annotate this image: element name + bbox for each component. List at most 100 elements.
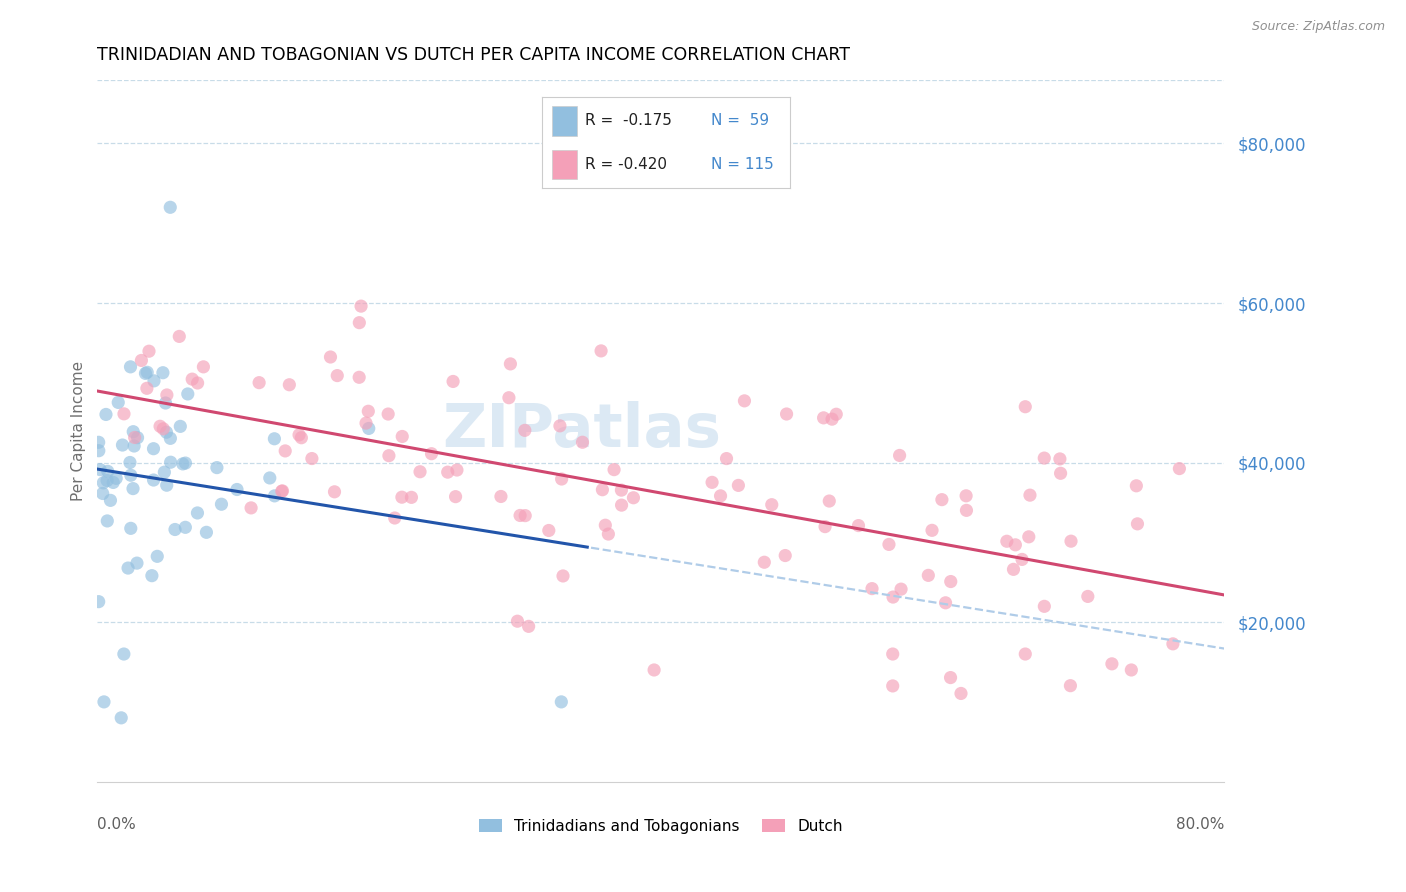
Point [378,449,401,463]
Point [821,412,844,426]
Point [357,421,380,435]
Point [193,359,215,374]
Point [103,475,125,490]
Point [1077,590,1099,604]
Point [595,518,617,533]
Point [91,475,114,490]
Point [548,418,571,433]
Point [347,370,370,384]
Point [159,455,181,469]
Text: TRINIDADIAN AND TOBAGONIAN VS DUTCH PER CAPITA INCOME CORRELATION CHART: TRINIDADIAN AND TOBAGONIAN VS DUTCH PER … [97,46,851,64]
Point [263,489,285,503]
Point [125,556,148,570]
Point [515,508,537,523]
Point [1125,479,1147,493]
Point [135,381,157,395]
Point [949,686,972,700]
Point [882,679,904,693]
Point [716,451,738,466]
Point [877,537,900,551]
Point [860,582,883,596]
Point [91,486,114,500]
Point [87,435,110,450]
Point [935,596,957,610]
Point [152,366,174,380]
Point [498,391,520,405]
Point [610,483,633,497]
Point [181,372,204,386]
Point [112,407,135,421]
Point [1002,562,1025,576]
Point [278,377,301,392]
Point [122,425,145,439]
Point [610,498,633,512]
Point [87,443,110,458]
Point [598,527,620,541]
Y-axis label: Per Capita Income: Per Capita Income [72,360,86,500]
Point [436,465,458,479]
Point [882,590,904,604]
Point [122,482,145,496]
Point [94,408,117,422]
Point [274,444,297,458]
Point [917,568,939,582]
Point [444,490,467,504]
Point [709,489,731,503]
Point [259,471,281,485]
Point [100,493,122,508]
Point [127,431,149,445]
Point [1033,599,1056,614]
Point [814,519,837,533]
Point [391,429,413,443]
Point [727,478,749,492]
Point [134,367,156,381]
Point [391,490,413,504]
Point [141,568,163,582]
Point [118,455,141,469]
Point [643,663,665,677]
Point [89,462,111,476]
Point [117,561,139,575]
Point [939,574,962,589]
Point [1004,538,1026,552]
Point [1161,637,1184,651]
Point [813,410,835,425]
Point [159,200,181,214]
Text: ZIPatlas: ZIPatlas [443,401,721,460]
Point [131,353,153,368]
Point [350,299,373,313]
Legend: Trinidadians and Tobagonians, Dutch: Trinidadians and Tobagonians, Dutch [478,819,842,834]
Point [537,524,560,538]
Point [169,329,191,343]
Point [247,376,270,390]
Point [357,404,380,418]
Point [1049,451,1071,466]
Point [159,431,181,445]
Point [97,464,120,478]
Point [1014,400,1036,414]
Point [848,518,870,533]
Point [354,416,377,430]
Point [323,484,346,499]
Point [499,357,522,371]
Point [890,582,912,596]
Point [288,428,311,442]
Point [172,457,194,471]
Point [931,492,953,507]
Point [163,523,186,537]
Point [377,407,399,421]
Point [818,494,841,508]
Point [401,491,423,505]
Point [773,549,796,563]
Point [1126,516,1149,531]
Point [1059,679,1081,693]
Point [550,695,572,709]
Point [517,619,540,633]
Point [1168,461,1191,475]
Point [825,407,848,421]
Point [733,393,755,408]
Point [120,468,142,483]
Point [882,647,904,661]
Text: Source: ZipAtlas.com: Source: ZipAtlas.com [1251,20,1385,33]
Point [263,432,285,446]
